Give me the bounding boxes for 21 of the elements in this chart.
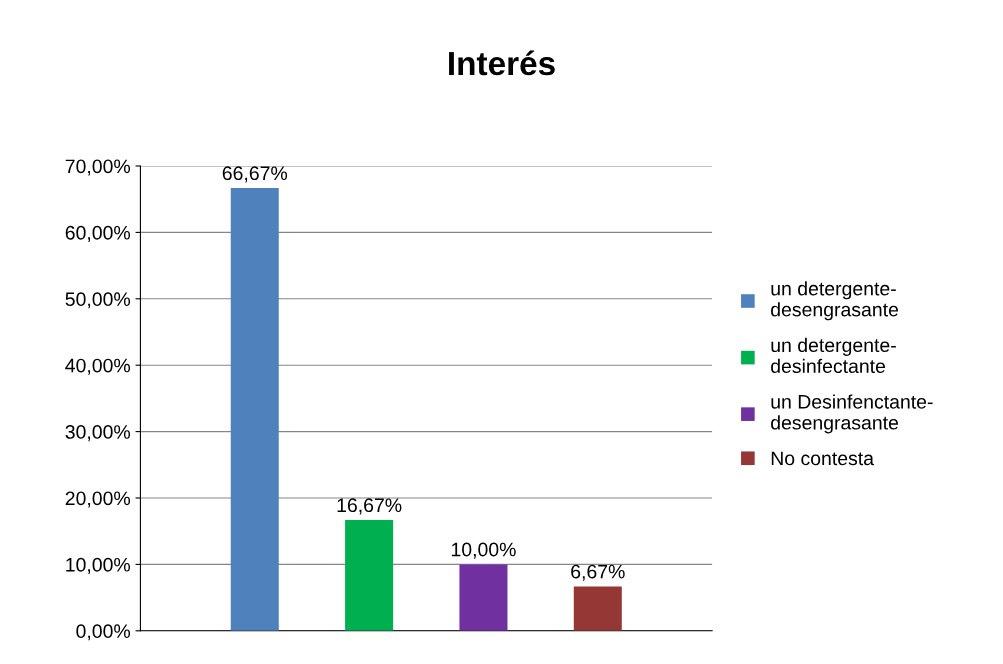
bar xyxy=(345,520,394,631)
data-label: 10,00% xyxy=(451,542,516,559)
chart-title: Interés xyxy=(449,50,555,76)
data-label: 16,67% xyxy=(337,498,402,515)
y-tick-label: 10,00% xyxy=(66,557,131,574)
data-label: 6,67% xyxy=(571,564,625,581)
bar xyxy=(230,188,279,631)
y-tick-label: 30,00% xyxy=(65,425,131,442)
y-tick-label: 0,00% xyxy=(76,624,131,641)
bar xyxy=(459,564,508,631)
bar xyxy=(573,586,622,631)
y-tick-label: 40,00% xyxy=(65,358,131,375)
legend-label: No contesta xyxy=(771,451,874,466)
legend-label: un detergente- desinfectante xyxy=(771,337,896,374)
legend-label: un Desinfenctante- desengrasante xyxy=(771,394,933,434)
data-label: 66,67% xyxy=(222,166,288,183)
y-tick-label: 50,00% xyxy=(65,292,131,309)
y-tick-label: 70,00% xyxy=(65,159,131,176)
y-tick-label: 60,00% xyxy=(65,225,131,242)
legend-label: un detergente- desengrasante xyxy=(771,281,899,321)
y-tick-label: 20,00% xyxy=(65,491,131,508)
